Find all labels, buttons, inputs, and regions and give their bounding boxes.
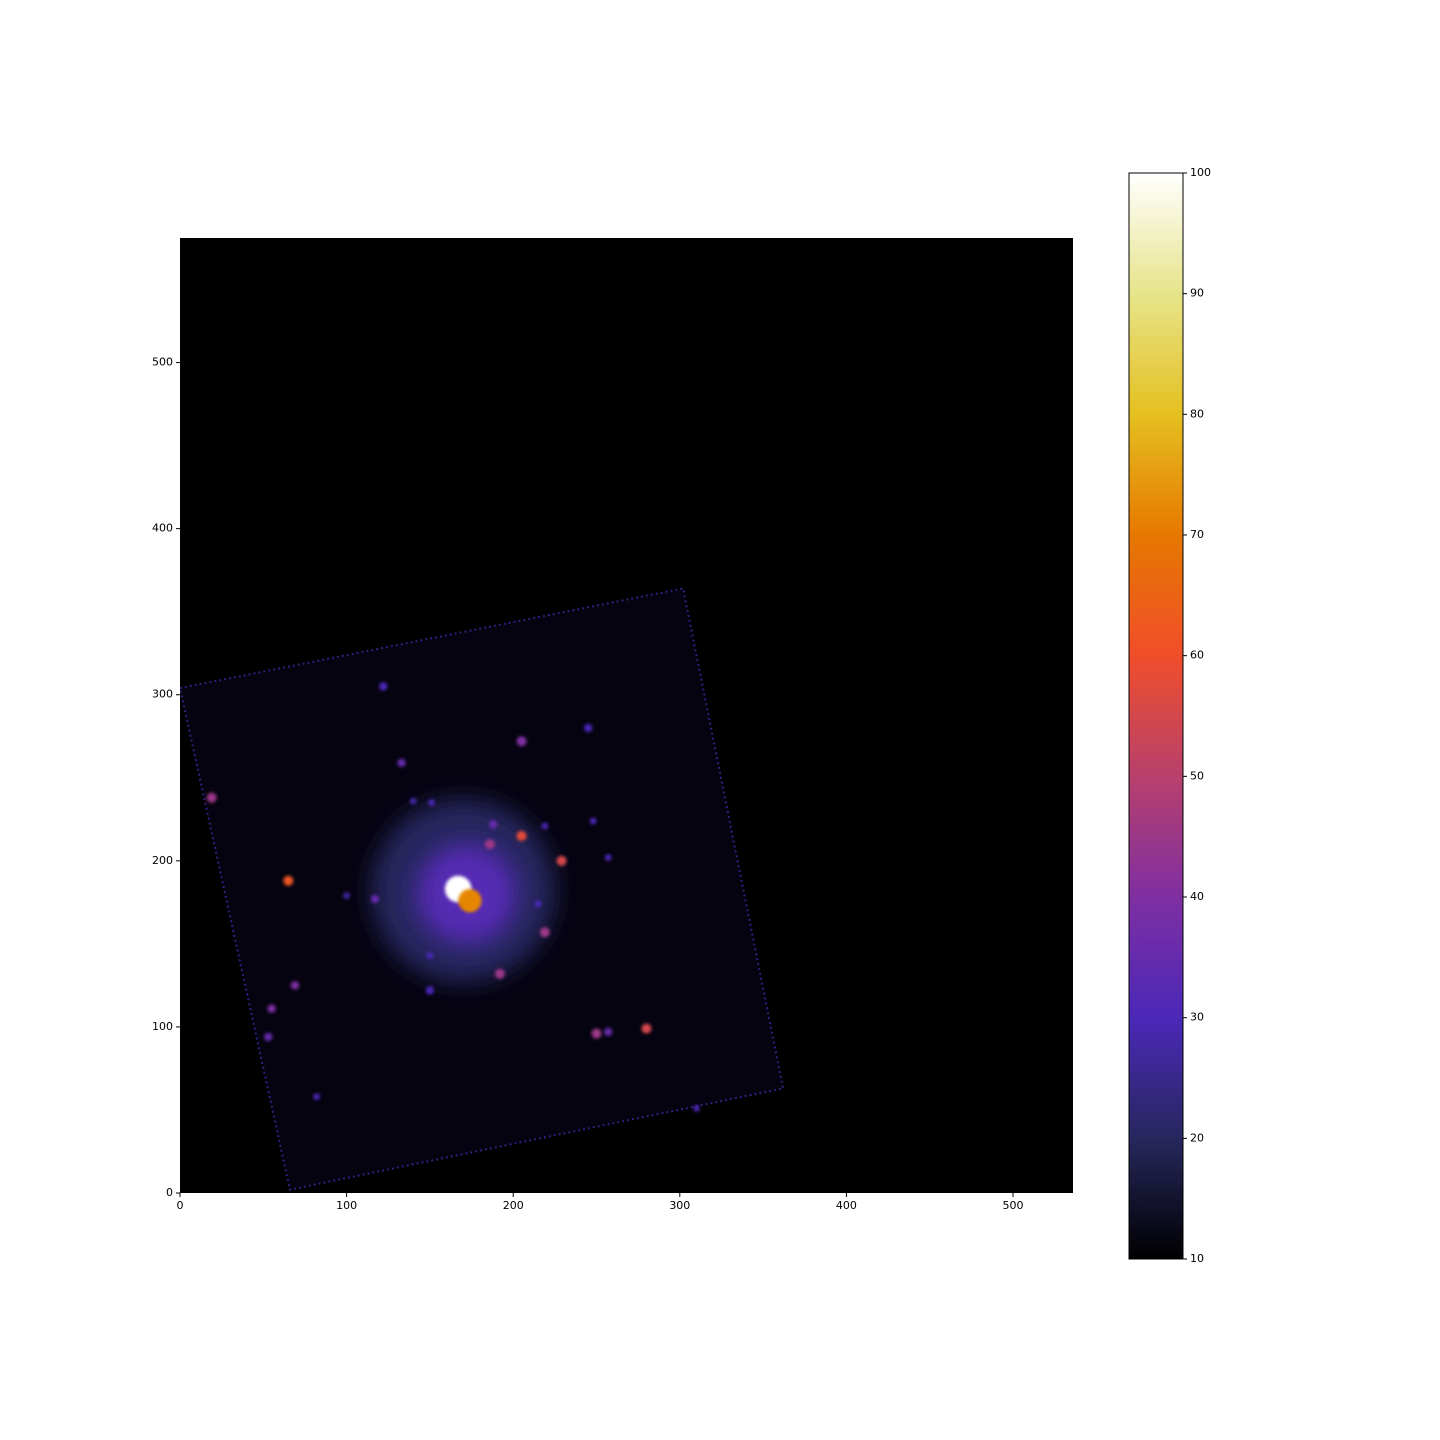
x-tick-label: 400 (836, 1199, 857, 1212)
source (425, 986, 435, 995)
source (290, 981, 300, 990)
source (428, 799, 435, 807)
colorbar-tick-label: 60 (1190, 649, 1204, 662)
x-tick-label: 100 (336, 1199, 357, 1212)
source (267, 1004, 276, 1013)
colorbar-tick-label: 70 (1190, 528, 1204, 541)
source (541, 822, 549, 830)
colorbar-tick-label: 40 (1190, 890, 1204, 903)
source (584, 723, 593, 733)
y-tick-label: 300 (152, 688, 173, 701)
y-tick-label: 0 (166, 1186, 173, 1199)
x-tick-label: 0 (177, 1199, 184, 1212)
source (313, 1093, 320, 1101)
y-tick-label: 200 (152, 854, 173, 867)
source (589, 817, 597, 825)
source (484, 839, 495, 850)
colorbar-tick-label: 80 (1190, 407, 1204, 420)
source (206, 792, 217, 803)
source (604, 854, 612, 861)
source (591, 1028, 602, 1039)
source (604, 1027, 613, 1037)
y-tick-label: 100 (152, 1020, 173, 1033)
colorbar (1128, 172, 1184, 1260)
x-tick-label: 300 (669, 1199, 690, 1212)
source (379, 682, 388, 691)
source (516, 830, 527, 841)
source (343, 892, 350, 900)
source (426, 952, 434, 959)
colorbar-tick-label: 90 (1190, 287, 1204, 300)
source (539, 927, 550, 938)
source (489, 820, 498, 829)
source (534, 900, 542, 908)
colorbar-tick-label: 30 (1190, 1011, 1204, 1024)
colorbar-tick-label: 50 (1190, 769, 1204, 782)
colorbar-tick-label: 10 (1190, 1252, 1204, 1265)
image-content (180, 587, 785, 1191)
source (693, 1104, 700, 1112)
colorbar-tick-label: 20 (1190, 1131, 1204, 1144)
source (494, 968, 505, 979)
source (516, 736, 527, 747)
source (409, 797, 417, 805)
colorbar-tick-label: 100 (1190, 166, 1211, 179)
source (283, 875, 294, 886)
source (370, 894, 380, 904)
source (397, 758, 406, 767)
source (264, 1032, 273, 1042)
y-tick-label: 500 (152, 356, 173, 369)
x-tick-label: 200 (503, 1199, 524, 1212)
source (458, 889, 482, 913)
y-tick-label: 400 (152, 522, 173, 535)
source (556, 855, 567, 866)
source (641, 1023, 652, 1034)
x-tick-label: 500 (1003, 1199, 1024, 1212)
